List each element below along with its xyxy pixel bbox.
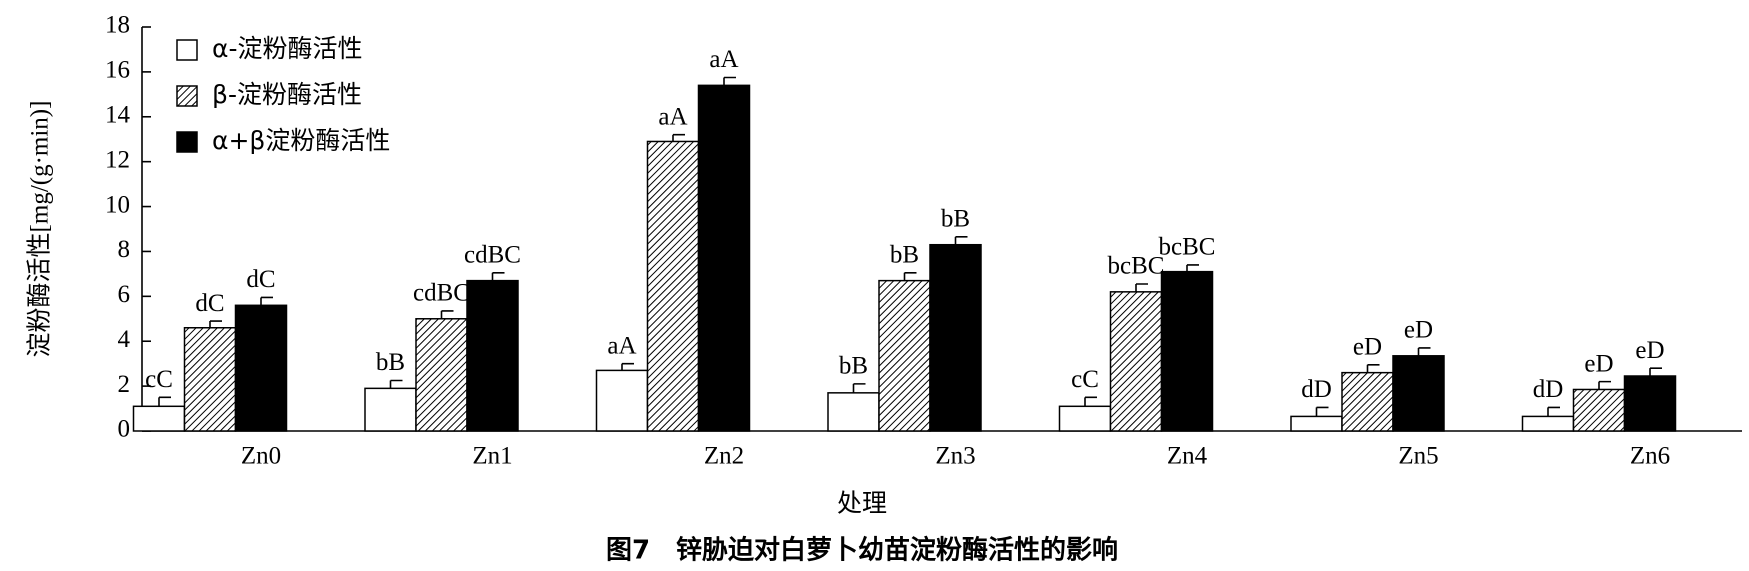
- bar: [183, 327, 237, 432]
- significance-label: cdBC: [464, 242, 521, 269]
- y-tick-label: 12: [105, 146, 130, 173]
- x-tick-label: Zn2: [704, 443, 744, 470]
- error-bar: [1135, 283, 1148, 292]
- error-bar: [1366, 363, 1380, 373]
- bar: [234, 304, 288, 432]
- significance-label: bcBC: [1108, 253, 1165, 280]
- bar: [1521, 415, 1575, 432]
- error-bar: [672, 133, 685, 142]
- significance-label: eD: [1404, 317, 1433, 344]
- significance-label: dD: [1301, 376, 1332, 403]
- error-bar: [1649, 367, 1662, 377]
- error-bar: [954, 236, 968, 245]
- error-bar: [209, 320, 222, 328]
- significance-label: aA: [607, 332, 636, 359]
- significance-label: eD: [1635, 337, 1664, 364]
- x-tick-label: Zn4: [1167, 443, 1208, 470]
- legend-label: α-淀粉酶活性: [212, 34, 363, 63]
- legend-label: β-淀粉酶活性: [212, 80, 362, 109]
- error-bar: [260, 296, 273, 306]
- error-bar: [723, 76, 736, 86]
- bar: [132, 405, 186, 432]
- error-bar: [1084, 396, 1097, 407]
- significance-label: cdBC: [413, 280, 470, 307]
- bar: [364, 387, 417, 432]
- significance-label: bB: [941, 206, 970, 233]
- x-tick-label: Zn1: [472, 443, 512, 470]
- bar: [1058, 405, 1112, 432]
- y-tick-label: 2: [118, 371, 131, 398]
- significance-label: bB: [890, 242, 919, 269]
- x-tick-label: Zn0: [241, 443, 281, 470]
- error-bar: [440, 310, 454, 319]
- bar: [1572, 388, 1626, 432]
- error-bar: [158, 396, 171, 407]
- legend-label: α+β淀粉酶活性: [212, 126, 390, 155]
- legend-swatch: [176, 85, 198, 107]
- y-tick-label: 0: [118, 416, 131, 443]
- legend-swatch: [176, 39, 198, 61]
- caption: 图7 锌胁迫对白萝卜幼苗淀粉酶活性的影响: [606, 535, 1118, 566]
- significance-label: eD: [1353, 334, 1382, 361]
- x-tick-label: Zn3: [935, 443, 975, 470]
- error-bar: [1598, 380, 1611, 390]
- bar: [1290, 415, 1343, 432]
- bar: [1341, 371, 1394, 432]
- significance-label: dC: [195, 290, 224, 317]
- error-bar: [852, 383, 866, 393]
- error-bar: [389, 379, 403, 389]
- significance-label: eD: [1584, 350, 1613, 377]
- significance-label: dC: [246, 266, 275, 293]
- significance-label: aA: [658, 103, 687, 130]
- y-tick-label: 6: [118, 281, 131, 308]
- bar: [646, 140, 700, 432]
- x-axis-label: 处理: [837, 490, 887, 518]
- bar: [1109, 291, 1163, 432]
- bar: [827, 392, 880, 432]
- y-tick-label: 8: [118, 236, 131, 263]
- significance-label: cC: [145, 366, 173, 393]
- significance-label: dD: [1533, 376, 1564, 403]
- error-bar: [1547, 406, 1560, 417]
- bar: [1392, 355, 1445, 432]
- error-bar: [1417, 347, 1431, 356]
- significance-label: bB: [839, 353, 868, 380]
- error-bar: [491, 271, 505, 281]
- significance-label: bB: [376, 349, 405, 376]
- significance-label: bcBC: [1159, 234, 1216, 261]
- legend-swatch: [176, 131, 198, 153]
- error-bar: [1186, 264, 1199, 272]
- y-tick-label: 14: [105, 102, 131, 129]
- bar: [415, 318, 468, 432]
- x-tick-label: Zn5: [1398, 443, 1438, 470]
- error-bar: [903, 271, 917, 281]
- bar: [1160, 270, 1214, 432]
- significance-label: aA: [709, 46, 738, 73]
- y-tick-label: 18: [105, 12, 130, 39]
- y-tick-label: 10: [105, 191, 130, 218]
- error-bar: [1315, 406, 1329, 417]
- error-bar: [621, 362, 634, 371]
- bar: [466, 279, 519, 432]
- y-tick-label: 4: [118, 326, 131, 353]
- bar: [595, 369, 649, 432]
- bar: [878, 279, 931, 432]
- x-tick-label: Zn6: [1630, 443, 1670, 470]
- bar: [697, 84, 751, 432]
- significance-label: cC: [1071, 366, 1099, 393]
- y-tick-label: 16: [105, 57, 130, 84]
- bar: [929, 243, 982, 432]
- bar: [1623, 375, 1677, 432]
- y-axis-label: 淀粉酶活性[mg/(g·min)]: [26, 101, 54, 358]
